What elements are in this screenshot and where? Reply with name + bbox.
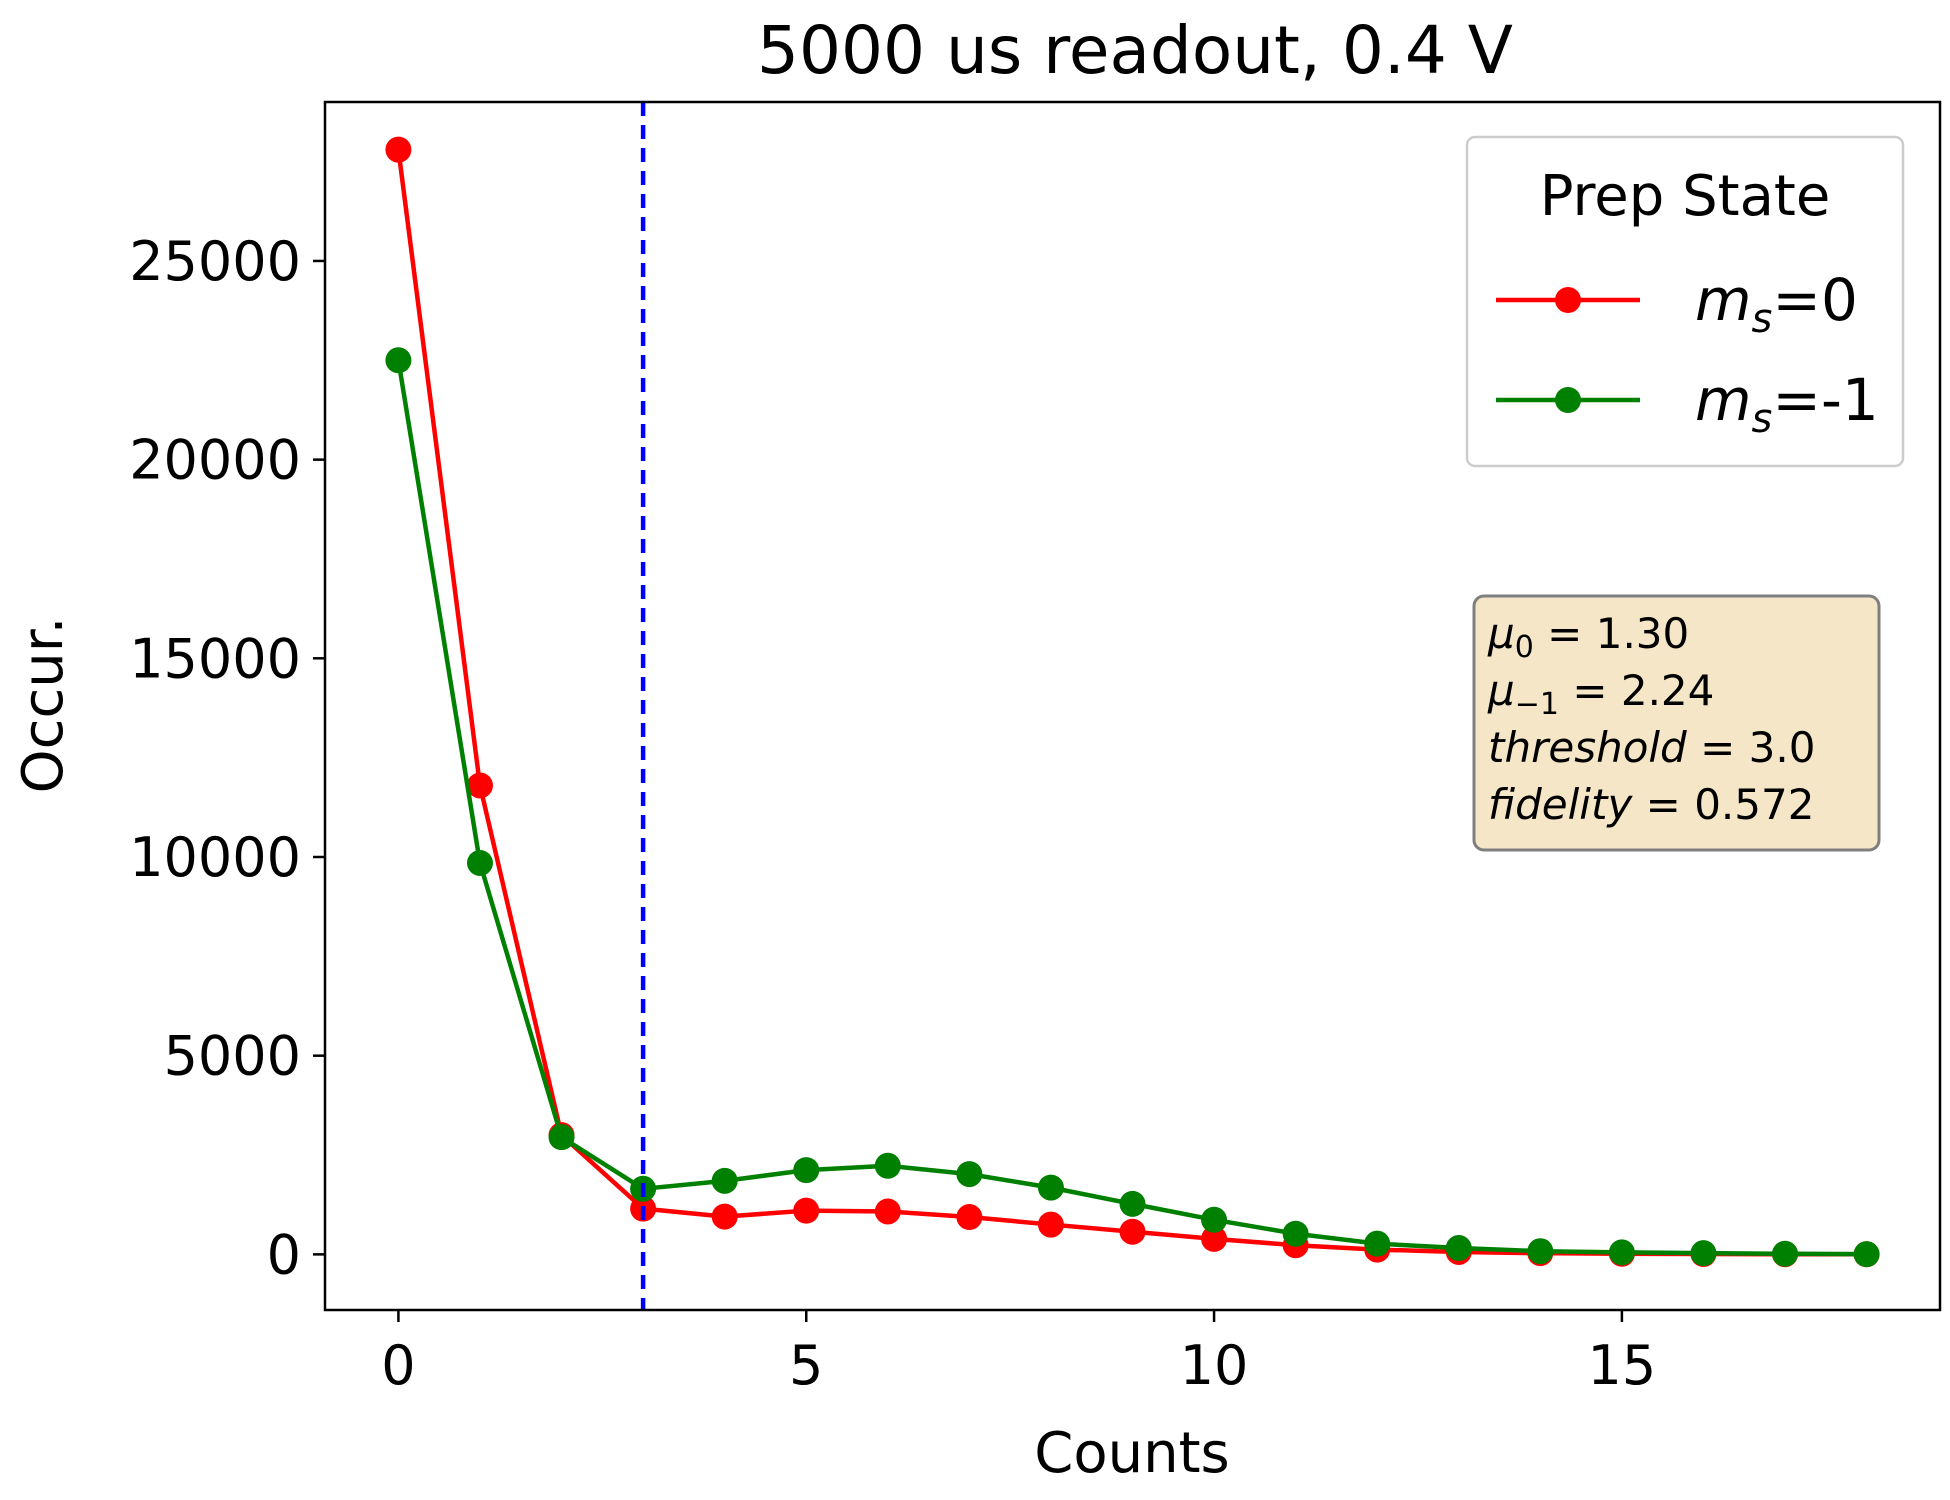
y-tick-label: 5000 [164,1025,301,1088]
x-axis-label: Counts [1034,1421,1229,1486]
data-point-1 [548,1124,575,1151]
stats-line: μ0 = 1.30 [1487,609,1689,665]
data-point-0 [874,1198,901,1225]
data-point-0 [1119,1218,1146,1245]
legend: Prep State ms=0 ms=-1 [1465,135,1905,468]
data-point-0 [1037,1211,1064,1238]
data-point-1 [1690,1240,1717,1267]
y-axis-label: Occur. [11,617,76,794]
x-tick-label: 15 [1588,1334,1657,1397]
stats-box-bg [1472,594,1881,852]
x-tick-label: 0 [381,1334,415,1397]
stats-line: fidelity = 0.572 [1488,780,1814,829]
data-point-1 [793,1157,820,1184]
chart-title: 5000 us readout, 0.4 V [757,12,1513,89]
data-point-1 [1364,1230,1391,1257]
data-point-1 [385,347,412,374]
data-point-0 [956,1204,983,1231]
data-point-1 [1119,1190,1146,1217]
data-point-1 [874,1152,901,1179]
data-point-0 [711,1203,738,1230]
y-tick-label: 25000 [129,230,301,293]
plot-area [385,102,1880,1310]
data-point-1 [1037,1174,1064,1201]
stats-line: μ−1 = 2.24 [1487,666,1714,722]
legend-title: Prep State [1540,164,1831,229]
data-point-1 [711,1167,738,1194]
plot-frame [323,100,1942,1312]
data-point-1 [1201,1206,1228,1233]
data-point-1 [1445,1235,1472,1262]
data-point-1 [466,849,493,876]
data-point-0 [385,136,412,163]
legend-label-1: ms=-1 [1695,366,1879,442]
data-point-1 [1608,1239,1635,1266]
x-tick-label: 10 [1180,1334,1249,1397]
data-point-1 [1772,1240,1799,1267]
y-tick-label: 20000 [129,429,301,492]
legend-label-0: ms=0 [1695,266,1858,342]
x-tick-label: 5 [789,1334,823,1397]
legend-marker-1 [1555,387,1581,413]
data-point-1 [1853,1241,1880,1268]
y-tick-label: 15000 [129,627,301,690]
data-point-1 [1282,1220,1309,1247]
data-point-1 [956,1161,983,1188]
data-point-0 [466,772,493,799]
legend-marker-0 [1555,287,1581,313]
legend-box [1465,135,1905,468]
stats-line: threshold = 3.0 [1488,723,1815,772]
data-point-0 [1201,1225,1228,1252]
data-point-1 [1527,1238,1554,1265]
data-point-0 [793,1197,820,1224]
y-tick-label: 10000 [129,826,301,889]
y-tick-label: 0 [267,1223,301,1286]
